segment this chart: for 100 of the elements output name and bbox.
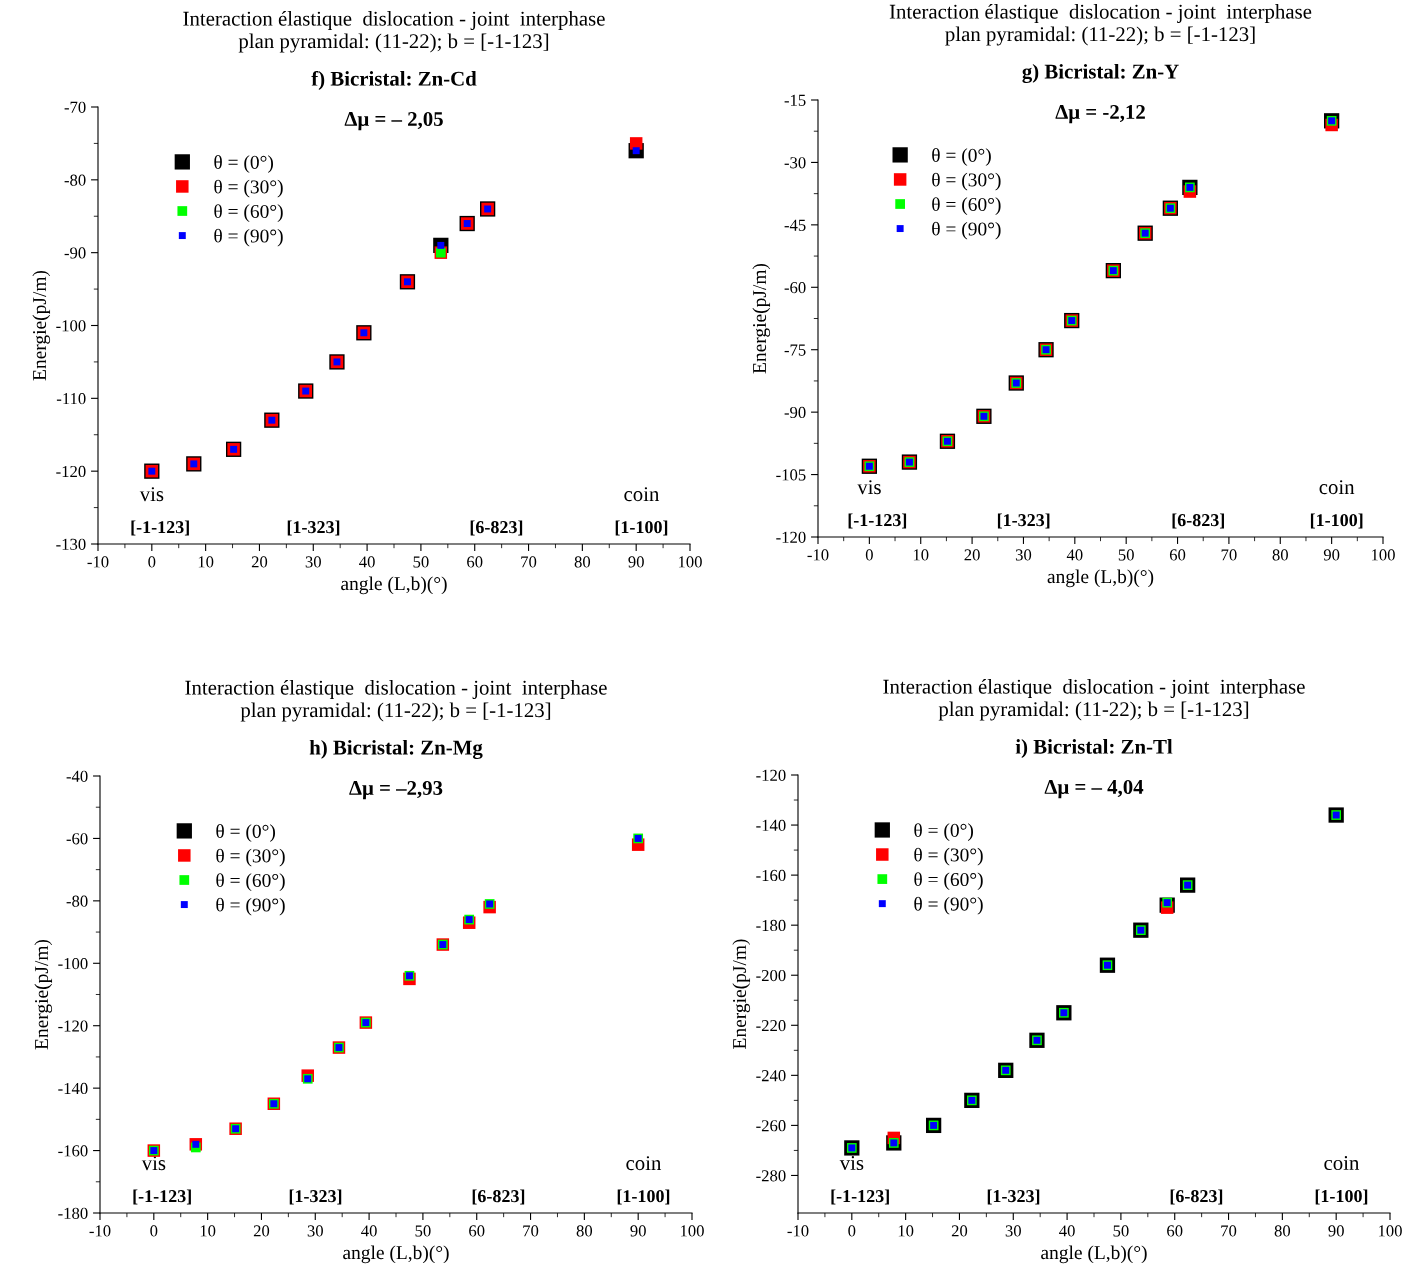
- y-axis-title: Energie(pJ/m): [752, 263, 771, 374]
- x-tick-label: 100: [680, 1225, 704, 1237]
- y-tick-label: -90: [64, 247, 86, 259]
- legend-label: θ = (0°): [214, 155, 274, 173]
- x-tick-label: 10: [200, 1225, 216, 1237]
- x-tick-label: 100: [1378, 1225, 1402, 1237]
- y-tick-label: -140: [756, 819, 786, 831]
- x-tick-label: 20: [251, 556, 268, 568]
- x-tick-label: 90: [630, 1225, 646, 1237]
- x-tick-label: 50: [1113, 1225, 1129, 1237]
- x-tick-label: 30: [1015, 549, 1032, 561]
- x-tick-label: 0: [148, 556, 156, 568]
- x-tick-label: 70: [1221, 1225, 1237, 1237]
- y-tick-label: -60: [66, 833, 88, 845]
- x-tick-label: 90: [1323, 549, 1340, 561]
- annotation: Δμ = –2,93: [349, 781, 443, 800]
- chart-subtitle: h) Bicristal: Zn-Mg: [309, 739, 483, 759]
- y-tick-label: -200: [756, 969, 786, 982]
- x-tick-label: -10: [87, 556, 109, 568]
- y-tick-label: -100: [58, 957, 88, 970]
- x-tick-label: 60: [467, 556, 483, 568]
- x-tick-label: 70: [1221, 549, 1237, 561]
- y-tick-label: -110: [56, 393, 86, 405]
- annotation: [1-323]: [289, 1189, 342, 1205]
- x-tick-label: 80: [574, 556, 591, 568]
- x-axis-title: angle (L,b)(°): [341, 576, 447, 595]
- x-tick-label: 90: [1328, 1225, 1344, 1237]
- annotation: [6-823]: [472, 1189, 525, 1205]
- y-tick-label: -180: [756, 919, 786, 932]
- legend-label: θ = (60°): [932, 197, 1001, 215]
- annotation: [1-323]: [987, 1189, 1040, 1205]
- annotation: [-1-123]: [848, 513, 907, 529]
- annotation: [-1-123]: [133, 1189, 191, 1205]
- annotation: [1-100]: [1315, 1189, 1368, 1205]
- annotation: vis: [141, 1156, 166, 1171]
- x-tick-label: 20: [951, 1225, 968, 1237]
- annotation: [6-823]: [470, 520, 523, 536]
- annotation: [-1-123]: [831, 1189, 889, 1205]
- x-tick-label: 0: [848, 1225, 856, 1237]
- annotation: vis: [139, 487, 164, 502]
- x-tick-label: 10: [898, 1225, 914, 1237]
- annotation: Δμ = – 4,04: [1044, 779, 1144, 799]
- annotation: [6-823]: [1170, 1189, 1223, 1205]
- x-tick-label: 80: [1274, 1225, 1291, 1237]
- x-tick-label: -10: [787, 1225, 809, 1237]
- y-tick-label: -160: [58, 1145, 88, 1157]
- legend-label: θ = (0°): [216, 824, 276, 842]
- y-tick-label: -140: [58, 1082, 88, 1095]
- legend-label: θ = (30°): [914, 847, 983, 866]
- y-tick-label: -280: [756, 1170, 786, 1182]
- y-tick-label: -120: [56, 465, 86, 478]
- chart-title: Interaction élastique dislocation - joint interphase plan pyramidal: (11-22); b = [-1-123]: [889, 4, 1312, 46]
- chart-subtitle: g) Bicristal: Zn-Y: [1022, 63, 1179, 83]
- chart-title: Interaction élastique dislocation - joint interphase plan pyramidal: (11-22); b = [-1-123]: [183, 11, 605, 53]
- y-axis-title: Energie(pJ/m): [34, 939, 53, 1050]
- annotation: [1-100]: [615, 520, 668, 536]
- y-tick-label: -260: [756, 1120, 786, 1132]
- y-tick-label: -105: [776, 469, 806, 481]
- y-tick-label: -30: [784, 157, 806, 169]
- y-tick-label: -180: [58, 1207, 88, 1219]
- y-axis-title: Energie(pJ/m): [732, 939, 751, 1049]
- y-tick-label: -15: [784, 94, 806, 106]
- x-tick-label: 70: [521, 556, 537, 568]
- legend-label: θ = (0°): [932, 148, 991, 166]
- x-tick-label: 30: [1005, 1225, 1021, 1237]
- annotation: Δμ = -2,12: [1055, 105, 1145, 124]
- legend-label: θ = (30°): [216, 848, 285, 867]
- annotation: vis: [857, 480, 881, 495]
- y-tick-label: -60: [784, 281, 806, 294]
- annotation: vis: [839, 1156, 864, 1171]
- y-tick-label: -100: [56, 320, 86, 332]
- x-axis-title: angle (L,b)(°): [343, 1245, 449, 1264]
- x-tick-label: 60: [469, 1225, 485, 1237]
- x-tick-label: 80: [576, 1225, 593, 1237]
- annotation: Δμ = – 2,05: [344, 111, 443, 131]
- x-tick-label: 60: [1167, 1225, 1183, 1237]
- y-tick-label: -70: [64, 101, 86, 113]
- x-axis-title: angle (L,b)(°): [1047, 569, 1154, 588]
- annotation: coin: [626, 1156, 662, 1171]
- x-tick-label: 20: [253, 1225, 270, 1237]
- x-tick-label: 40: [361, 1225, 377, 1237]
- annotation: coin: [624, 487, 660, 502]
- legend-label: θ = (90°): [214, 228, 283, 247]
- chart-title: Interaction élastique dislocation - joint interphase plan pyramidal: (11-22); b = [-1-123]: [883, 679, 1305, 721]
- y-tick-label: -75: [784, 344, 806, 356]
- annotation: [1-323]: [997, 513, 1050, 529]
- x-tick-label: 80: [1272, 549, 1288, 561]
- annotation: coin: [1324, 1156, 1360, 1171]
- y-tick-label: -240: [756, 1070, 786, 1082]
- annotation: coin: [1319, 480, 1355, 495]
- y-tick-label: -130: [56, 538, 86, 550]
- chart-subtitle: i) Bicristal: Zn-Tl: [1015, 739, 1173, 758]
- y-tick-label: -80: [66, 895, 88, 907]
- chart-title: Interaction élastique dislocation - joint interphase plan pyramidal: (11-22); b = [-1-123]: [185, 680, 607, 722]
- x-tick-label: -10: [807, 549, 829, 561]
- x-tick-label: 20: [964, 549, 980, 561]
- annotation: [1-100]: [617, 1189, 670, 1205]
- legend-label: θ = (90°): [216, 897, 285, 916]
- annotation: [-1-123]: [131, 520, 189, 536]
- x-tick-label: 70: [523, 1225, 539, 1237]
